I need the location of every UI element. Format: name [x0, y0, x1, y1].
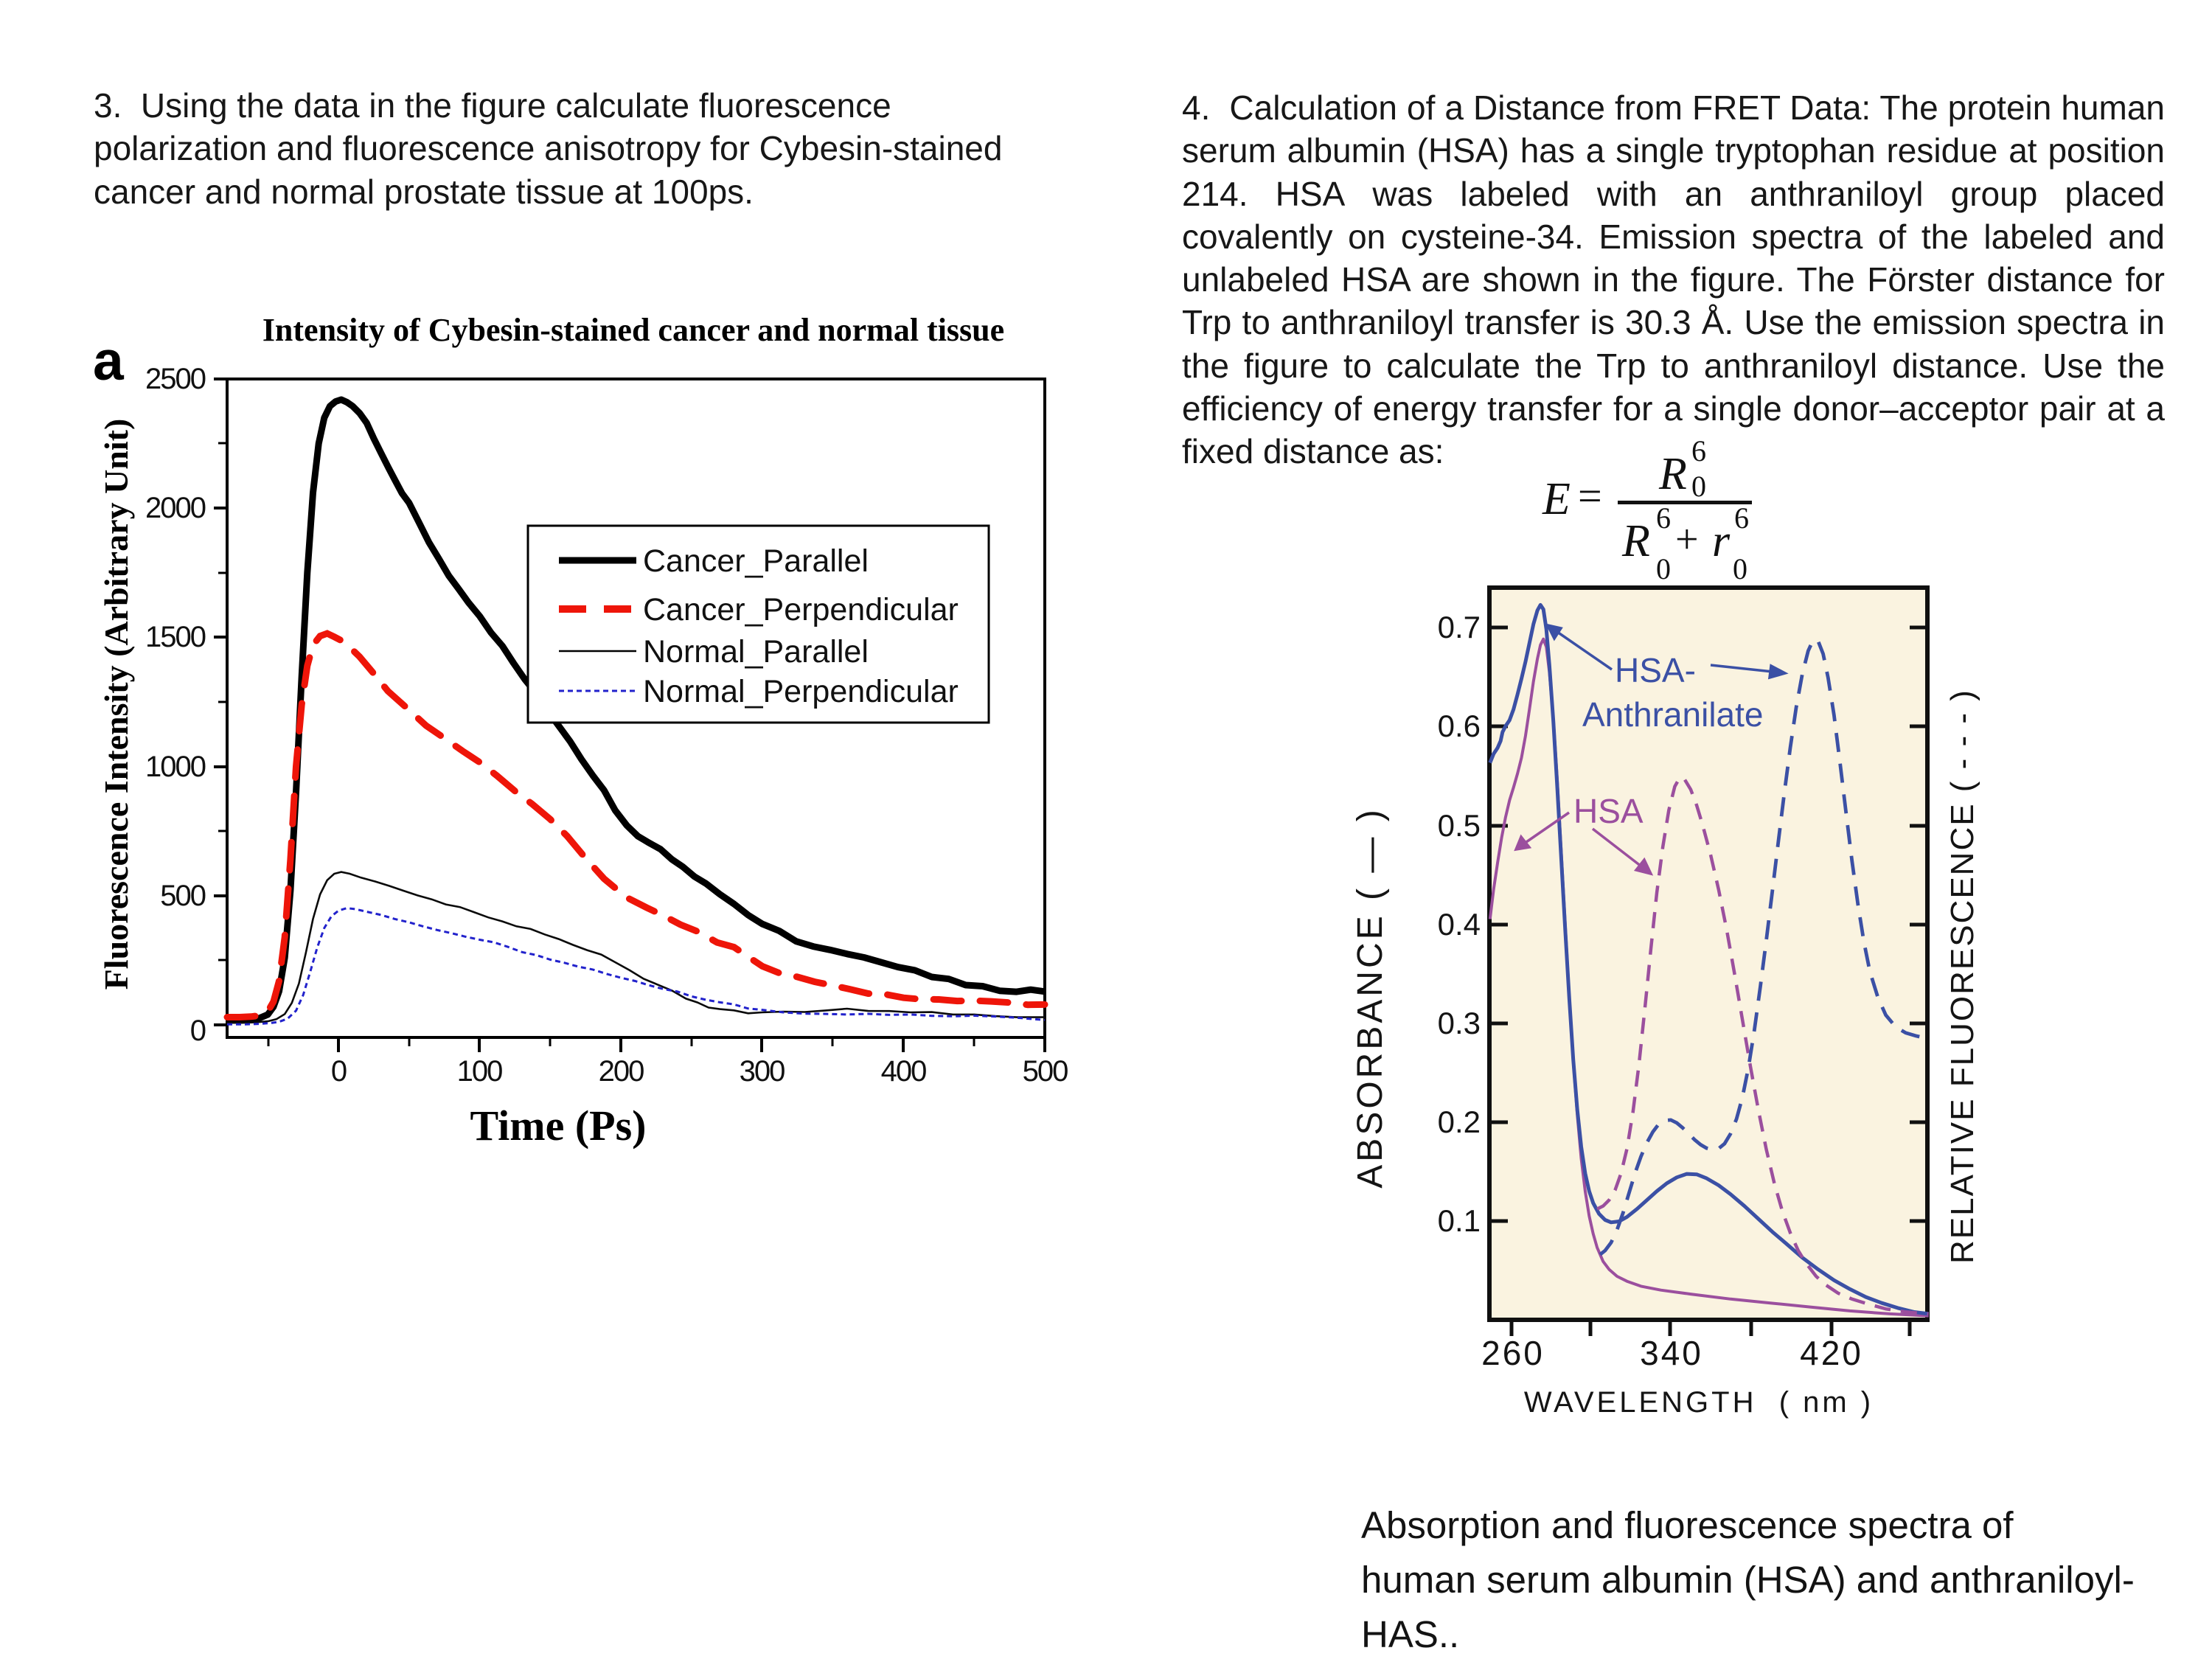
svg-text:Fluorescence Intensity (Arbitr: Fluorescence Intensity (Arbitrary Unit): [97, 419, 135, 990]
svg-text:Cancer_Parallel: Cancer_Parallel: [643, 543, 869, 579]
svg-text:Normal_Perpendicular: Normal_Perpendicular: [643, 674, 959, 709]
svg-text:=: =: [1578, 472, 1602, 520]
svg-text:R: R: [1658, 449, 1687, 499]
svg-text:HSA-: HSA-: [1615, 651, 1696, 689]
svg-text:Time (Ps): Time (Ps): [470, 1102, 647, 1150]
svg-text:0: 0: [1733, 552, 1747, 585]
svg-text:1000: 1000: [145, 751, 206, 783]
svg-text:400: 400: [881, 1055, 926, 1088]
svg-text:0: 0: [190, 1015, 206, 1047]
svg-text:0: 0: [1691, 470, 1706, 503]
svg-text:500: 500: [160, 880, 205, 912]
svg-text:a: a: [93, 330, 125, 392]
svg-text:200: 200: [599, 1055, 644, 1088]
svg-text:300: 300: [740, 1055, 785, 1088]
svg-text:2000: 2000: [145, 492, 206, 524]
svg-text:+: +: [1675, 517, 1699, 563]
svg-text:R: R: [1621, 516, 1650, 566]
svg-text:HSA: HSA: [1573, 792, 1644, 830]
svg-text:340: 340: [1640, 1334, 1703, 1372]
svg-text:6: 6: [1656, 501, 1671, 535]
svg-text:100: 100: [457, 1055, 502, 1088]
svg-text:6: 6: [1691, 434, 1706, 467]
svg-text:Anthranilate: Anthranilate: [1582, 695, 1764, 734]
svg-text:500: 500: [1023, 1055, 1068, 1088]
svg-text:0.4: 0.4: [1438, 907, 1481, 942]
svg-text:WAVELENGTH ( nm ): WAVELENGTH ( nm ): [1524, 1386, 1874, 1419]
svg-text:0.1: 0.1: [1438, 1203, 1481, 1238]
svg-text:0.2: 0.2: [1438, 1105, 1481, 1139]
svg-text:Intensity of Cybesin-stained c: Intensity of Cybesin-stained cancer and …: [262, 312, 1004, 348]
svg-text:Cancer_Perpendicular: Cancer_Perpendicular: [643, 592, 959, 627]
svg-text:ABSORBANCE ( ― ): ABSORBANCE ( ― ): [1351, 807, 1390, 1188]
svg-text:r: r: [1712, 516, 1731, 566]
svg-text:420: 420: [1800, 1334, 1863, 1372]
svg-text:RELATIVE FLUORESCENCE ( - - -: RELATIVE FLUORESCENCE ( - - - ): [1944, 689, 1980, 1264]
svg-text:0.6: 0.6: [1438, 709, 1481, 743]
svg-text:0.5: 0.5: [1438, 808, 1481, 843]
svg-text:6: 6: [1734, 501, 1749, 535]
svg-text:Normal_Parallel: Normal_Parallel: [643, 634, 869, 669]
svg-text:0.7: 0.7: [1438, 610, 1481, 644]
svg-text:0: 0: [331, 1055, 347, 1088]
svg-text:2500: 2500: [145, 363, 206, 395]
svg-text:E: E: [1542, 474, 1571, 524]
svg-text:260: 260: [1481, 1334, 1545, 1372]
svg-text:1500: 1500: [145, 621, 206, 653]
svg-text:0: 0: [1656, 552, 1671, 585]
svg-text:0.3: 0.3: [1438, 1006, 1481, 1040]
